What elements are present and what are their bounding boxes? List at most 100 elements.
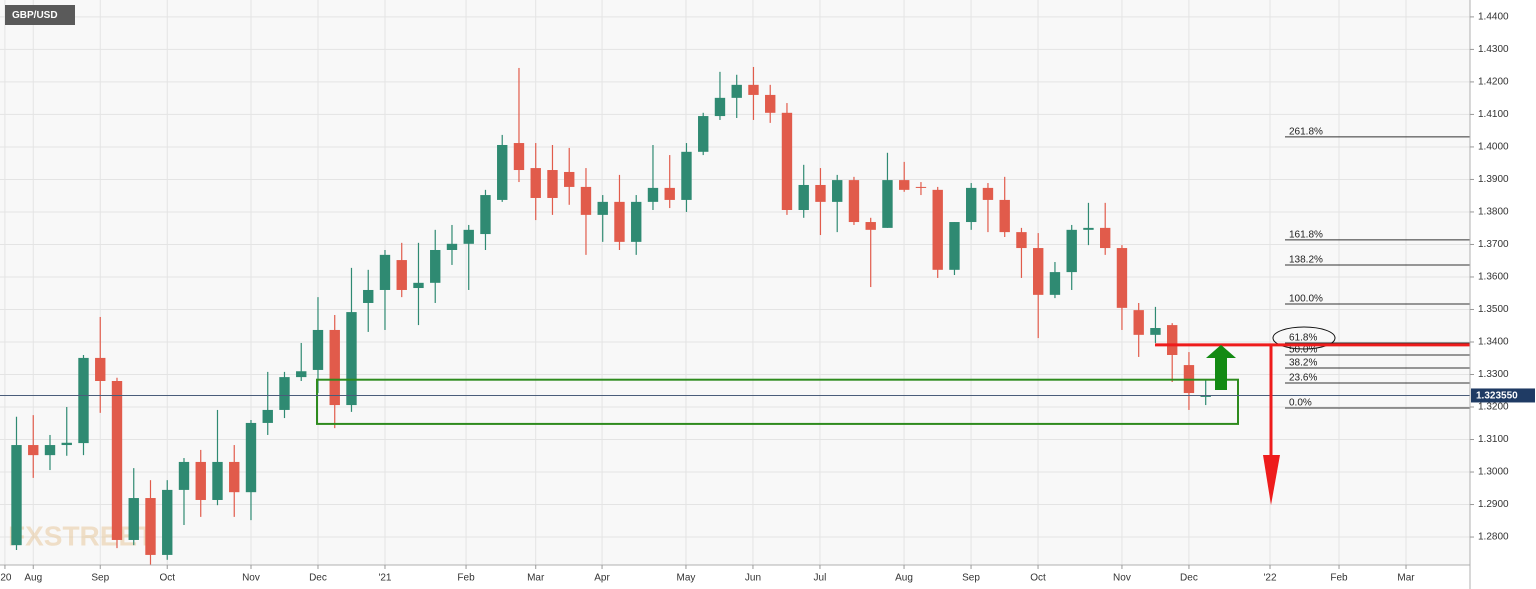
candle-body: [195, 461, 206, 500]
x-tick-label: Mar: [1397, 573, 1415, 584]
x-tick-label: Sep: [962, 573, 980, 584]
candle-body: [463, 229, 474, 244]
candle-body: [848, 180, 860, 223]
y-tick-label: 1.3100: [1478, 434, 1509, 445]
candle-body: [44, 445, 56, 456]
x-tick-label: '22: [1263, 573, 1276, 584]
candle-body: [245, 422, 257, 493]
x-tick-label: Feb: [1330, 573, 1348, 584]
candle-body: [915, 186, 927, 188]
candle-body: [178, 461, 190, 490]
candle-body: [932, 189, 943, 270]
x-tick-label: Jul: [814, 573, 827, 584]
y-tick-label: 1.3600: [1478, 272, 1509, 283]
x-tick-label: Sep: [91, 573, 109, 584]
candle-body: [212, 461, 223, 500]
y-tick-label: 1.3000: [1478, 467, 1509, 478]
candle-body: [28, 445, 39, 456]
candle-body: [1167, 325, 1178, 355]
candle-body: [580, 186, 592, 215]
last-price-label: 1.323550: [1476, 391, 1518, 402]
fib-label: 38.2%: [1289, 358, 1317, 369]
fib-highlight: [1272, 326, 1336, 350]
candle-body: [731, 84, 742, 98]
candle-body: [899, 180, 910, 190]
candle-body: [765, 94, 776, 113]
candle-body: [865, 222, 876, 230]
candle-body: [497, 144, 508, 200]
candle-body: [748, 84, 759, 95]
x-tick-label: Oct: [159, 573, 175, 584]
candle-body: [647, 187, 659, 202]
y-tick-label: 1.3900: [1478, 174, 1509, 185]
time-axis-background: [0, 565, 1470, 589]
y-tick-label: 1.3400: [1478, 337, 1509, 348]
candle-body: [664, 187, 675, 200]
y-tick-label: 1.3800: [1478, 207, 1509, 218]
candle-body: [446, 243, 458, 250]
x-tick-label: '20: [0, 573, 12, 584]
fib-label: 261.8%: [1289, 127, 1323, 138]
candle-body: [262, 409, 273, 423]
y-tick-label: 1.4000: [1478, 142, 1509, 153]
candle-body: [614, 201, 625, 242]
fib-label: 138.2%: [1289, 255, 1323, 266]
x-tick-label: Aug: [24, 573, 42, 584]
candle-body: [229, 461, 240, 493]
fib-label: 161.8%: [1289, 230, 1323, 241]
candle-body: [781, 112, 793, 211]
candle-body: [363, 289, 374, 303]
y-tick-label: 1.3200: [1478, 402, 1509, 413]
x-tick-label: Dec: [1180, 573, 1198, 584]
candle-body: [882, 180, 893, 228]
x-tick-label: Nov: [1113, 573, 1131, 584]
candle-body: [714, 97, 726, 117]
symbol-box: [5, 5, 75, 25]
x-tick-label: May: [677, 573, 696, 584]
candle-body: [1200, 395, 1211, 397]
candle-body: [1116, 248, 1128, 308]
candle-body: [379, 254, 391, 290]
fib-label: 100.0%: [1289, 294, 1323, 305]
candle-body: [815, 184, 826, 202]
candle-body: [798, 184, 809, 211]
candle-body: [513, 143, 525, 171]
candle-body: [430, 249, 441, 283]
y-tick-label: 1.4200: [1478, 77, 1509, 88]
last-price-box: [1471, 388, 1535, 403]
candle-body: [982, 187, 994, 200]
candle-body: [346, 312, 357, 406]
x-tick-label: Feb: [457, 573, 475, 584]
candle-body: [413, 282, 424, 289]
candle-body: [698, 116, 709, 152]
candle-body: [1100, 227, 1111, 249]
candle-body: [999, 199, 1010, 233]
candle-body: [61, 442, 72, 446]
target-arrow-head: [1263, 455, 1280, 506]
x-tick-label: Mar: [527, 573, 545, 584]
candle-body: [1133, 310, 1144, 335]
candle-body: [547, 170, 558, 198]
candle-body: [396, 260, 407, 290]
candle-body: [296, 371, 307, 378]
price-axis-background: [1470, 0, 1536, 589]
candle-body: [530, 168, 541, 198]
candle-body: [279, 377, 290, 410]
y-tick-label: 1.2900: [1478, 499, 1509, 510]
fib-label: 23.6%: [1289, 373, 1317, 384]
candle-body: [329, 329, 340, 406]
x-tick-label: Dec: [309, 573, 327, 584]
candle-body: [1016, 232, 1027, 249]
candle-body: [966, 187, 977, 223]
y-tick-label: 1.3300: [1478, 369, 1509, 380]
x-tick-label: Nov: [242, 573, 260, 584]
candle-body: [162, 489, 173, 555]
fib-label: 0.0%: [1289, 398, 1312, 409]
candle-body: [480, 195, 491, 235]
candle-body: [145, 498, 156, 555]
candle-body: [1066, 229, 1077, 273]
y-tick-label: 1.3500: [1478, 304, 1509, 315]
candle-body: [949, 222, 960, 270]
candle-body: [11, 445, 22, 546]
